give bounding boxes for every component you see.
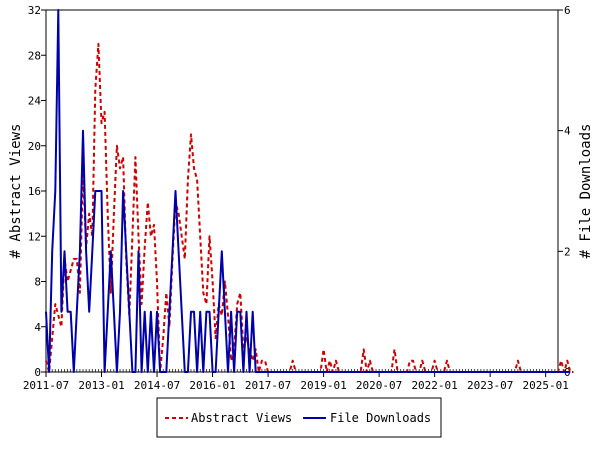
y2-tick-label: 2: [564, 245, 571, 258]
y-tick-label: 8: [34, 276, 41, 289]
legend-label-abstract-views: Abstract Views: [191, 411, 292, 425]
y-tick-label: 20: [28, 140, 41, 153]
y-tick-label: 24: [28, 95, 42, 108]
x-tick-label: 2023-07: [467, 379, 513, 392]
y2-axis-title: # File Downloads: [578, 124, 594, 259]
series-line-file-downloads: [45, 9, 571, 373]
x-tick-label: 2022-01: [411, 379, 457, 392]
y2-tick-label: 6: [564, 4, 571, 17]
x-tick-label: 2014-07: [134, 379, 180, 392]
x-tick-label: 2013-01: [78, 379, 124, 392]
y-tick-label: 0: [34, 366, 41, 379]
x-tick-label: 2011-07: [23, 379, 69, 392]
y2-tick-label: 4: [564, 125, 571, 138]
series-lines: [45, 9, 574, 373]
x-tick-label: 2020-07: [356, 379, 402, 392]
legend: Abstract Views File Downloads: [156, 397, 442, 438]
legend-label-file-downloads: File Downloads: [330, 411, 431, 425]
y-tick-label: 28: [28, 49, 41, 62]
y-tick-label: 4: [34, 321, 41, 334]
x-tick-label: 2019-01: [300, 379, 346, 392]
plot-frame: [45, 9, 559, 373]
y-axis-title: # Abstract Views: [8, 124, 24, 259]
x-tick-label: 2017-07: [245, 379, 291, 392]
y-tick-label: 32: [28, 4, 41, 17]
y-tick-label: 12: [28, 230, 41, 243]
x-tick-label: 2016-01: [189, 379, 235, 392]
x-tick-label: 2025-01: [522, 379, 568, 392]
y-tick-label: 16: [28, 185, 41, 198]
legend-box: [156, 397, 442, 438]
